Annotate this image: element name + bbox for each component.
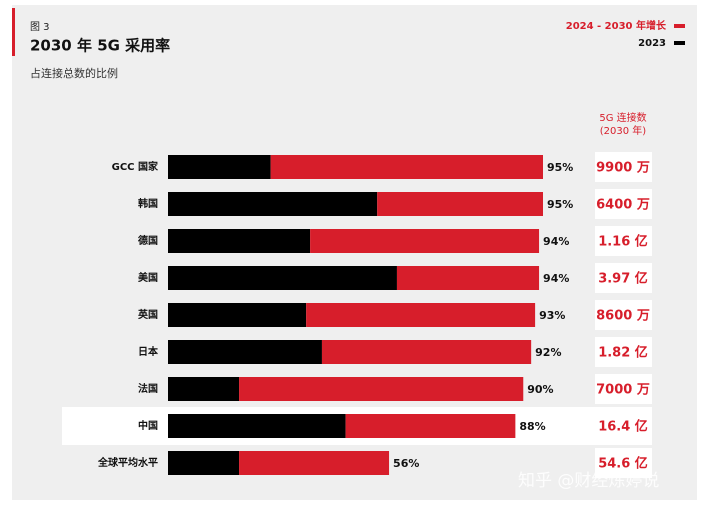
bar-segment [168,266,397,290]
connections-value: 9900 万 [596,161,650,176]
value-cell [595,189,652,219]
bar-segment [168,229,311,253]
bar-segment [168,414,346,438]
category-label: 日本 [138,345,159,358]
total-label: 90% [527,383,553,396]
value-cell [595,152,652,182]
value-cell [595,448,652,478]
figure-label: 图 3 [30,21,50,33]
connections-value: 7000 万 [596,383,650,398]
bar-segment [168,451,240,475]
connections-value: 1.16 亿 [598,234,648,250]
subtitle: 占连接总数的比例 [30,66,118,80]
bar-segment [377,192,543,216]
connections-value: 54.6 亿 [598,456,648,472]
connections-value: 8600 万 [596,309,650,324]
value-cell [595,337,652,367]
chart-title: 2030 年 5G 采用率 [30,37,170,55]
category-label: 德国 [137,234,158,247]
category-label: 法国 [138,382,158,395]
category-label: 中国 [138,419,158,432]
value-cell [595,411,652,441]
bar-segment [306,303,536,327]
bar-segment [270,155,543,179]
total-label: 92% [535,346,561,359]
bar-segment [239,377,524,401]
value-cell [595,263,652,293]
bar-segment [168,155,271,179]
legend-label: 2024 - 2030 年增长 [566,19,667,32]
accent-bar [12,8,15,56]
value-cell [595,226,652,256]
value-cell [595,300,652,330]
legend-swatch [674,24,685,28]
bar-segment [396,266,540,290]
total-label: 93% [539,309,565,322]
connections-value: 6400 万 [596,198,650,213]
connections-value: 1.82 亿 [598,345,648,361]
bar-segment [321,340,532,364]
bar-segment [168,303,307,327]
bar-segment [239,451,390,475]
column-header: (2030 年) [600,124,647,137]
category-label: 全球平均水平 [97,456,158,469]
bar-segment [168,340,322,364]
legend-swatch [674,41,685,45]
connections-value: 3.97 亿 [598,271,648,287]
column-header: 5G 连接数 [599,111,646,124]
total-label: 88% [519,420,545,433]
category-label: GCC 国家 [112,160,159,173]
total-label: 94% [543,272,569,285]
bar-segment [345,414,516,438]
total-label: 95% [547,161,573,174]
total-label: 95% [547,198,573,211]
legend-label: 2023 [638,38,666,49]
bar-segment [168,192,378,216]
bar-segment [310,229,540,253]
connections-value: 16.4 亿 [598,419,648,435]
bar-segment [168,377,240,401]
value-cell [595,374,652,404]
total-label: 94% [543,235,569,248]
category-label: 韩国 [138,197,158,210]
total-label: 56% [393,457,419,470]
category-label: 英国 [137,308,158,321]
category-label: 美国 [138,271,158,284]
watermark: 知乎 @财经炼婷说 [518,471,659,491]
